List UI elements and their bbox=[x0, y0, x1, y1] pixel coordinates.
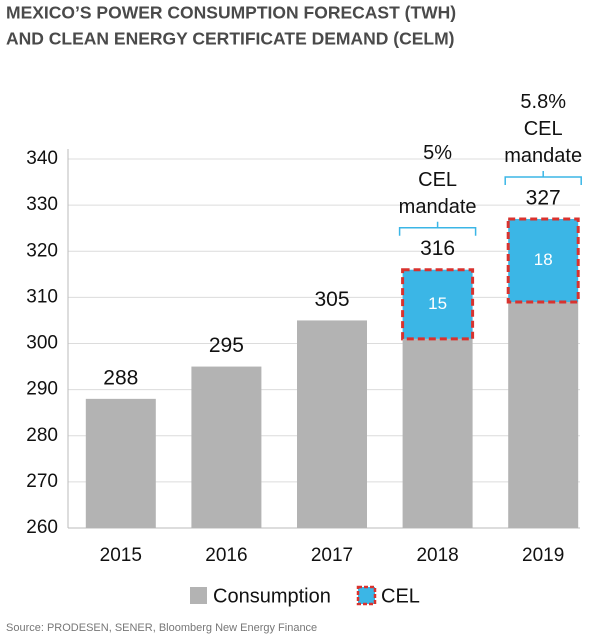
total-label: 288 bbox=[103, 366, 138, 389]
annotation: mandate bbox=[399, 196, 477, 218]
y-tick-label: 330 bbox=[26, 194, 58, 215]
y-tick-label: 280 bbox=[26, 425, 58, 446]
legend-swatch bbox=[356, 585, 377, 606]
x-tick-label: 2018 bbox=[416, 545, 458, 566]
annotation: 5% bbox=[423, 142, 452, 164]
bracket bbox=[398, 221, 477, 236]
y-tick-label: 310 bbox=[26, 286, 58, 307]
annotation: CEL bbox=[524, 118, 563, 140]
bar-segment bbox=[506, 217, 580, 304]
bar-segment bbox=[85, 398, 156, 528]
segment-label: 18 bbox=[534, 250, 553, 269]
source: Source: PRODESEN, SENER, Bloomberg New E… bbox=[6, 622, 317, 634]
bracket bbox=[504, 170, 582, 185]
y-tick-label: 270 bbox=[26, 471, 58, 492]
legend-label: Consumption bbox=[213, 585, 331, 607]
y-tick-label: 340 bbox=[26, 148, 58, 169]
total-label: 316 bbox=[420, 237, 455, 260]
legend-label: CEL bbox=[381, 585, 420, 607]
total-label: 327 bbox=[526, 187, 561, 210]
x-tick-label: 2017 bbox=[311, 545, 353, 566]
x-tick-label: 2016 bbox=[205, 545, 247, 566]
annotation: CEL bbox=[418, 169, 457, 191]
total-label: 305 bbox=[314, 288, 349, 311]
y-tick-label: 290 bbox=[26, 379, 58, 400]
y-tick-label: 260 bbox=[26, 517, 58, 538]
bar-segment bbox=[402, 338, 473, 528]
bar-segment bbox=[401, 268, 475, 341]
y-tick-label: 320 bbox=[26, 240, 58, 261]
bar-segment bbox=[508, 301, 579, 528]
bar-segment bbox=[191, 366, 262, 528]
total-label: 295 bbox=[209, 334, 244, 357]
segment-label: 15 bbox=[428, 294, 447, 313]
x-tick-label: 2015 bbox=[100, 545, 142, 566]
annotation: mandate bbox=[504, 145, 582, 167]
bar-segment bbox=[297, 320, 367, 528]
x-tick-label: 2019 bbox=[522, 545, 564, 566]
chart-title: AND CLEAN ENERGY CERTIFICATE DEMAND (CEL… bbox=[6, 29, 455, 49]
legend-swatch bbox=[190, 587, 207, 604]
chart-title: MEXICO’S POWER CONSUMPTION FORECAST (TWH… bbox=[6, 3, 456, 23]
y-tick-label: 300 bbox=[26, 333, 58, 354]
annotation: 5.8% bbox=[520, 91, 566, 113]
